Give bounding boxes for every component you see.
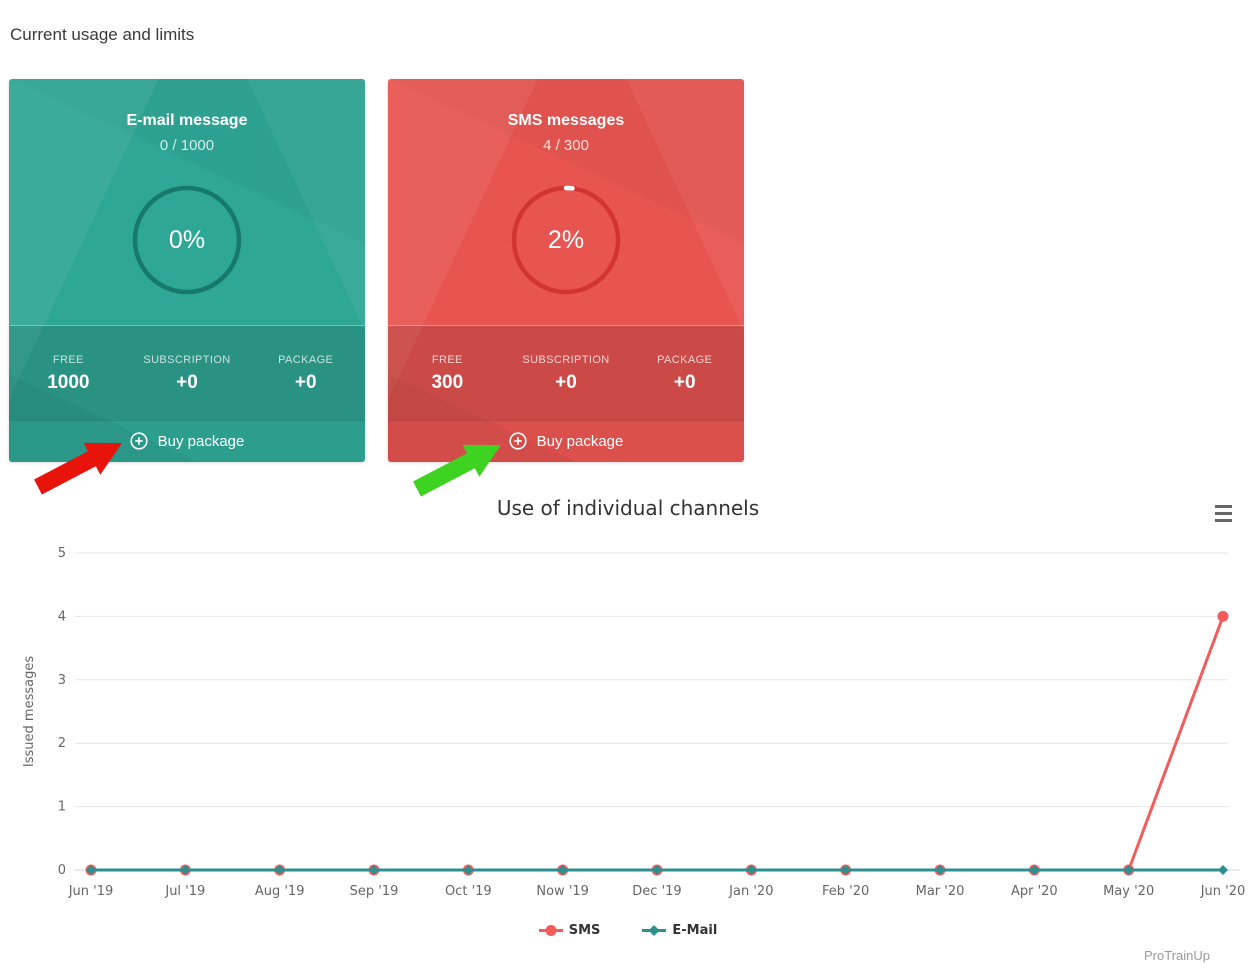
svg-text:5: 5: [58, 546, 66, 561]
sms-usage-card: SMS messages 4 / 300 2% FREE 300 SUBSCRI…: [388, 79, 744, 462]
svg-text:Jun '19: Jun '19: [68, 884, 114, 899]
stat-package: PACKAGE +0: [278, 353, 334, 393]
svg-text:May '20: May '20: [1103, 884, 1154, 899]
svg-text:Aug '19: Aug '19: [255, 884, 305, 899]
svg-text:Oct '19: Oct '19: [445, 884, 492, 899]
svg-text:Jan '20: Jan '20: [728, 884, 773, 899]
usage-progress-ring: 0%: [129, 182, 245, 298]
stat-free: FREE 1000: [47, 353, 90, 393]
stat-package: PACKAGE +0: [657, 353, 713, 393]
legend-item-email[interactable]: E-Mail: [642, 923, 717, 938]
stat-subscription: SUBSCRIPTION +0: [143, 353, 231, 393]
usage-line-chart: 0 1 2 3 4 5 Issued messages Jun '19 Jul '19 Aug '…: [22, 546, 1246, 899]
svg-text:3: 3: [58, 673, 66, 688]
svg-text:Dec '19: Dec '19: [632, 884, 681, 899]
svg-text:Feb '20: Feb '20: [822, 884, 869, 899]
legend-label: E-Mail: [672, 923, 718, 938]
svg-text:Jun '20: Jun '20: [1200, 884, 1246, 899]
chart-hamburger-menu-icon[interactable]: [1213, 505, 1233, 522]
usage-progress-ring: 2%: [508, 182, 624, 298]
card-title: E-mail message: [126, 112, 248, 129]
plus-circle-icon: [509, 432, 527, 450]
svg-text:Sep '19: Sep '19: [350, 884, 399, 899]
svg-text:1: 1: [58, 800, 66, 815]
svg-text:4: 4: [58, 609, 66, 624]
email-usage-card: E-mail message 0 / 1000 0% FREE 1000 SUB…: [9, 79, 365, 462]
plus-circle-icon: [130, 432, 148, 450]
card-stats: FREE 1000 SUBSCRIPTION +0 PACKAGE +0: [9, 325, 365, 421]
watermark: ProTrainUp: [1144, 948, 1210, 963]
legend-label: SMS: [568, 923, 601, 938]
card-usage-count: 0 / 1000: [159, 137, 215, 154]
buy-package-button-sms[interactable]: Buy package: [388, 420, 744, 462]
chart-legend: SMS E-Mail: [0, 923, 1256, 938]
card-title: SMS messages: [507, 112, 625, 129]
sms-series-marker-icon: [538, 925, 563, 936]
page-title: Current usage and limits: [10, 25, 195, 44]
svg-text:Now '19: Now '19: [536, 884, 589, 899]
email-series-marker-icon: [642, 925, 667, 936]
card-usage-count: 4 / 300: [543, 137, 589, 154]
svg-text:Jul '19: Jul '19: [164, 884, 205, 899]
svg-text:Mar '20: Mar '20: [916, 884, 965, 899]
stat-free: FREE 300: [431, 353, 464, 393]
card-stats: FREE 300 SUBSCRIPTION +0 PACKAGE +0: [388, 325, 744, 421]
buy-package-button-email[interactable]: Buy package: [9, 420, 365, 462]
svg-text:0: 0: [58, 863, 66, 878]
stat-subscription: SUBSCRIPTION +0: [522, 353, 610, 393]
usage-percent: 0%: [168, 225, 206, 254]
svg-text:Issued messages: Issued messages: [22, 656, 37, 767]
buy-package-label: Buy package: [536, 432, 624, 450]
svg-text:2: 2: [58, 736, 66, 751]
legend-item-sms[interactable]: SMS: [538, 923, 601, 938]
chart-title: Use of individual channels: [496, 496, 760, 520]
svg-text:Apr '20: Apr '20: [1011, 884, 1058, 899]
usage-percent: 2%: [547, 225, 585, 254]
buy-package-label: Buy package: [157, 432, 245, 450]
